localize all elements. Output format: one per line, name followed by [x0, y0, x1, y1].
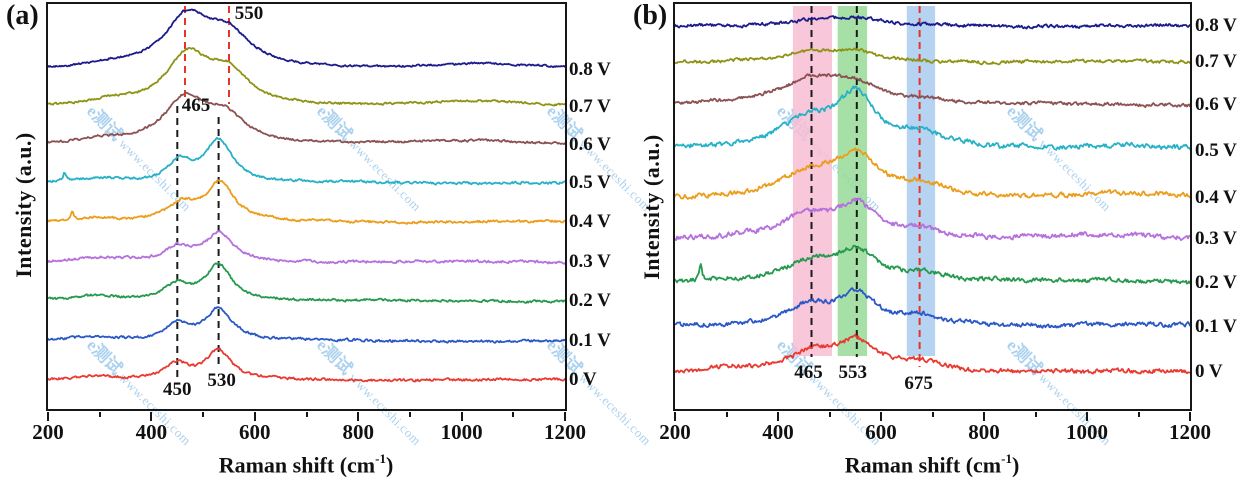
- x-tick-major: [564, 412, 566, 421]
- x-tick-label: 200: [659, 420, 691, 444]
- voltage-label: 0.8 V: [569, 59, 611, 80]
- x-tick-minor: [931, 412, 934, 417]
- x-tick-minor: [1137, 412, 1140, 417]
- voltage-label: 0.5 V: [1195, 140, 1237, 161]
- spectrum-curve-0.7V: [674, 47, 1190, 65]
- spectrum-curve-0.3V: [674, 196, 1190, 241]
- highlight-band: [837, 5, 867, 356]
- x-tick-major: [47, 412, 49, 421]
- x-tick-label: 400: [762, 420, 794, 444]
- spectrum-curve-0.4V: [674, 146, 1190, 200]
- x-tick-label: 400: [135, 420, 168, 444]
- spectrum-curve-0.7V: [47, 46, 565, 107]
- voltage-label: 0.2 V: [1195, 272, 1237, 293]
- spectrum-curve-0V: [674, 333, 1190, 374]
- spectrum-curve-0V: [47, 347, 565, 383]
- spectrum-curve-0.2V: [47, 261, 565, 304]
- x-tick-minor: [305, 412, 308, 417]
- x-tick-major: [460, 412, 463, 421]
- spectrum-curve-0.8V: [674, 14, 1190, 29]
- x-tick-label: 1200: [1169, 420, 1211, 444]
- voltage-label: 0 V: [569, 369, 597, 390]
- spectrum-curve-0.5V: [47, 136, 565, 186]
- voltage-label: 0.4 V: [569, 211, 611, 232]
- voltage-label: 0.3 V: [569, 251, 611, 272]
- x-axis-title-b: Raman shift (cm-1): [844, 451, 1020, 478]
- voltage-label: 0.7 V: [1195, 51, 1237, 72]
- x-tick-label: 800: [968, 420, 1000, 444]
- x-tick-major: [1189, 412, 1191, 421]
- voltage-label: 0.2 V: [569, 290, 611, 311]
- panel-a-label: (a): [6, 0, 39, 31]
- plot-area-a: [45, 1, 567, 411]
- spectrum-curve-0.1V: [674, 286, 1190, 329]
- panel-b-label: (b): [633, 0, 668, 31]
- voltage-label: 0.8 V: [1195, 15, 1237, 36]
- voltage-label: 0.1 V: [569, 330, 611, 351]
- spectrum-curve-0.1V: [47, 305, 565, 344]
- x-tick-label: 200: [32, 420, 64, 444]
- x-tick-major: [674, 412, 676, 421]
- x-tick-major: [357, 412, 360, 421]
- x-tick-minor: [512, 412, 515, 417]
- peak-position-label: 465: [181, 95, 211, 116]
- voltage-label: 0.3 V: [1195, 228, 1237, 249]
- x-tick-major: [880, 412, 882, 421]
- spectrum-curve-0.4V: [47, 178, 565, 225]
- x-tick-label: 600: [239, 420, 271, 444]
- raman-spectra-plot-b: [674, 5, 1190, 374]
- x-tick-minor: [408, 412, 411, 417]
- x-tick-minor: [725, 412, 728, 417]
- peak-position-label: 550: [234, 3, 264, 24]
- x-axis-title-a: Raman shift (cm-1): [218, 451, 394, 478]
- x-tick-label: 1000: [440, 420, 483, 444]
- voltage-label: 0.6 V: [569, 134, 611, 155]
- x-tick-major: [1086, 412, 1088, 421]
- raman-spectra-plot-a: [47, 5, 565, 383]
- x-tick-label: 1000: [1066, 420, 1108, 444]
- voltage-label: 0.5 V: [569, 172, 611, 193]
- spectrum-curve-0.6V: [674, 72, 1190, 108]
- x-tick-major: [150, 412, 153, 421]
- peak-position-label: 530: [207, 370, 236, 391]
- peak-position-label: 553: [838, 362, 868, 383]
- spectrum-curve-0.5V: [674, 85, 1190, 151]
- x-tick-major: [983, 412, 985, 421]
- y-axis-title-b: Intensity (a.u.): [639, 134, 664, 280]
- x-tick-minor: [202, 412, 205, 417]
- x-tick-label: 600: [865, 420, 897, 444]
- x-tick-major: [253, 412, 256, 421]
- spectrum-curve-0.6V: [47, 91, 565, 145]
- voltage-label: 0.6 V: [1195, 94, 1237, 115]
- spectrum-curve-0.3V: [47, 229, 565, 265]
- spectrum-curve-0.2V: [674, 244, 1190, 284]
- spectrum-curve-0.8V: [47, 8, 565, 68]
- voltage-label: 0.4 V: [1195, 187, 1237, 208]
- voltage-label: 0.1 V: [1195, 316, 1237, 337]
- plot-area-b: [672, 1, 1192, 411]
- x-tick-label: 1200: [544, 420, 586, 444]
- voltage-label: 0.7 V: [569, 96, 611, 117]
- y-axis-title-a: Intensity (a.u.): [11, 132, 36, 278]
- x-tick-minor: [1034, 412, 1037, 417]
- peak-position-label: 465: [794, 362, 823, 383]
- x-tick-label: 800: [342, 420, 374, 444]
- peak-position-label: 675: [904, 373, 933, 394]
- voltage-label: 0 V: [1195, 361, 1223, 382]
- peak-position-label: 450: [163, 379, 192, 400]
- x-tick-minor: [98, 412, 101, 417]
- x-tick-major: [777, 412, 779, 421]
- x-tick-minor: [828, 412, 831, 417]
